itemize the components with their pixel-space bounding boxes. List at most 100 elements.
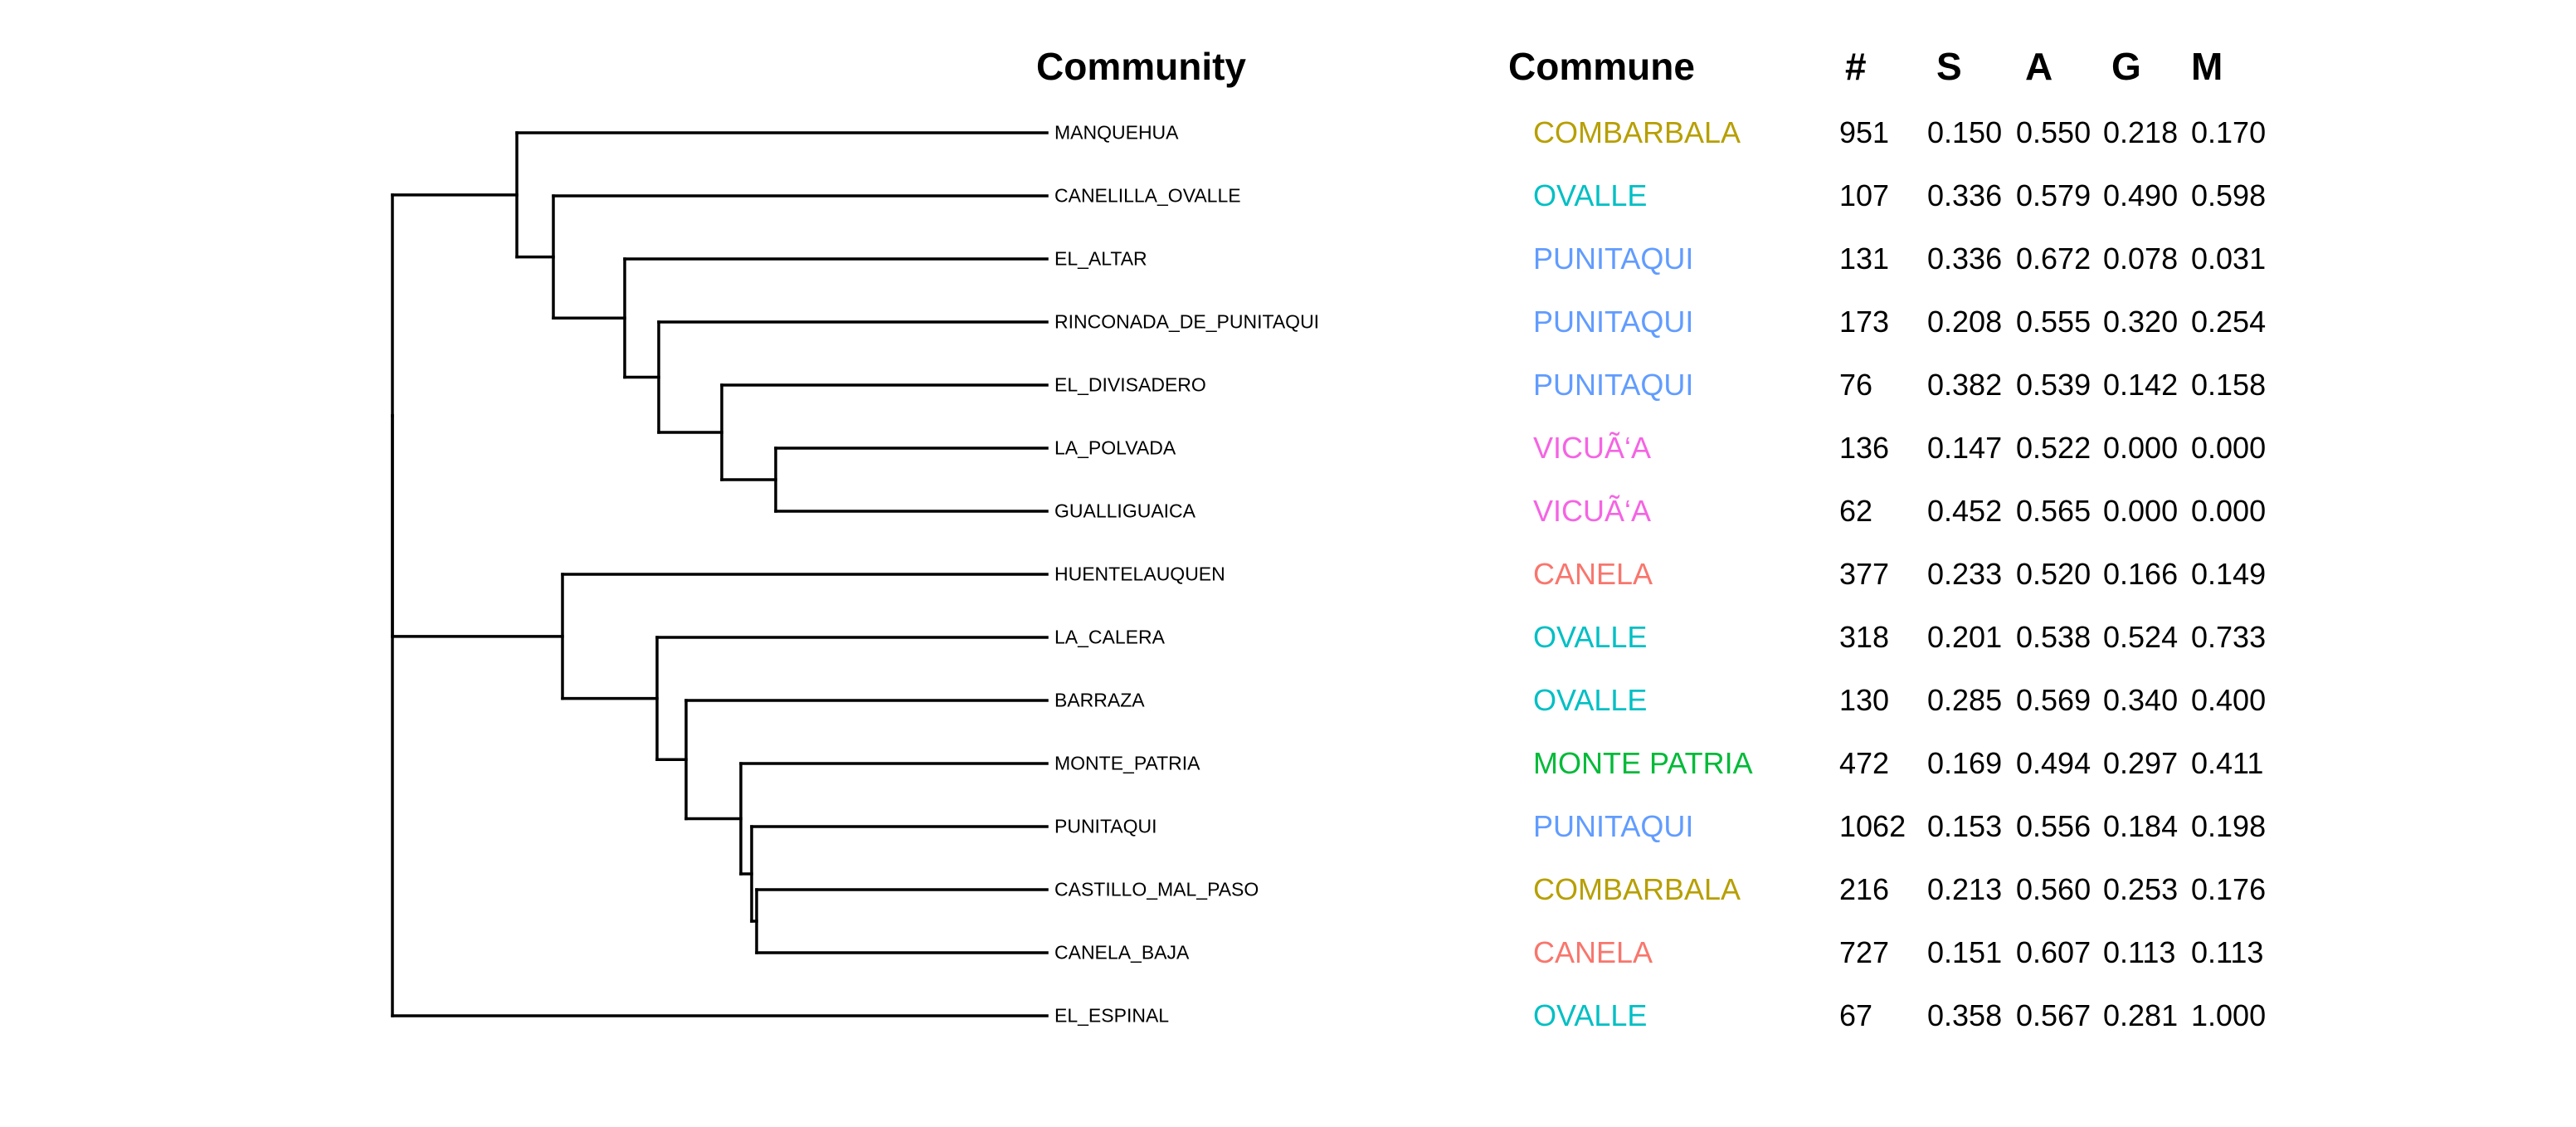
a-value-cell: 0.494 [2016,746,2091,780]
table-row: CANELA_BAJA CANELA 727 0.151 0.607 0.113 0.113 [0,921,2576,984]
count-cell: 62 [1839,494,1873,528]
a-value-cell: 0.538 [2016,620,2091,654]
s-value-cell: 0.452 [1927,494,2003,528]
a-value-cell: 0.520 [2016,557,2091,591]
commune-cell: MONTE PATRIA [1533,746,1753,780]
m-value-cell: 0.411 [2191,746,2264,780]
a-value-cell: 0.522 [2016,431,2091,465]
leaf-label: MANQUEHUA [1054,121,1179,144]
s-value-cell: 0.336 [1927,242,2003,276]
leaf-label: GUALLIGUAICA [1054,500,1195,522]
m-value-cell: 0.031 [2191,242,2267,276]
table-row: EL_ALTAR PUNITAQUI 131 0.336 0.672 0.078 0.031 [0,227,2576,290]
count-cell: 76 [1839,368,1873,402]
table-row: LA_POLVADA VICUÃ‘A 136 0.147 0.522 0.000 0.000 [0,417,2576,480]
a-value-cell: 0.555 [2016,305,2091,339]
g-value-cell: 0.281 [2103,998,2179,1032]
a-value-cell: 0.565 [2016,494,2091,528]
count-cell: 131 [1839,242,1890,276]
table-row: EL_DIVISADERO PUNITAQUI 76 0.382 0.539 0.142 0… [0,354,2576,417]
s-value-cell: 0.169 [1927,746,2003,780]
header-count: # [1845,45,1867,88]
table-row: GUALLIGUAICA VICUÃ‘A 62 0.452 0.565 0.000 0.00… [0,480,2576,543]
table-row: EL_ESPINAL OVALLE 67 0.358 0.567 0.281 1.000 [0,984,2576,1047]
m-value-cell: 0.000 [2191,431,2267,465]
a-value-cell: 0.556 [2016,809,2091,843]
a-value-cell: 0.607 [2016,935,2091,969]
a-value-cell: 0.579 [2016,178,2091,212]
count-cell: 67 [1839,998,1873,1032]
table-row: PUNITAQUI PUNITAQUI 1062 0.153 0.556 0.184 0.1… [0,795,2576,858]
m-value-cell: 0.254 [2191,305,2267,339]
header-s: S [1936,45,1962,88]
m-value-cell: 0.733 [2191,620,2267,654]
commune-cell: PUNITAQUI [1533,242,1694,276]
commune-cell: OVALLE [1533,620,1648,654]
a-value-cell: 0.567 [2016,998,2091,1032]
s-value-cell: 0.233 [1927,557,2003,591]
leaf-label: EL_ESPINAL [1054,1004,1170,1027]
commune-cell: VICUÃ‘A [1533,431,1652,465]
g-value-cell: 0.000 [2103,431,2179,465]
g-value-cell: 0.320 [2103,305,2179,339]
table-row: HUENTELAUQUEN CANELA 377 0.233 0.520 0.166 0.1… [0,543,2576,606]
leaf-label: RINCONADA_DE_PUNITAQUI [1054,310,1320,333]
s-value-cell: 0.147 [1927,431,2003,465]
m-value-cell: 0.149 [2191,557,2267,591]
s-value-cell: 0.153 [1927,809,2003,843]
commune-cell: PUNITAQUI [1533,305,1694,339]
m-value-cell: 0.170 [2191,115,2267,149]
leaf-label: HUENTELAUQUEN [1054,563,1225,585]
commune-cell: COMBARBALA [1533,872,1741,906]
s-value-cell: 0.208 [1927,305,2003,339]
commune-cell: COMBARBALA [1533,115,1741,149]
commune-cell: PUNITAQUI [1533,368,1694,402]
leaf-label: CANELA_BAJA [1054,941,1190,964]
a-value-cell: 0.560 [2016,872,2091,906]
s-value-cell: 0.151 [1927,935,2003,969]
s-value-cell: 0.285 [1927,683,2003,717]
leaf-label: EL_ALTAR [1054,247,1147,270]
commune-cell: OVALLE [1533,683,1648,717]
g-value-cell: 0.524 [2103,620,2179,654]
header-g: G [2111,45,2141,88]
table-row: MONTE_PATRIA MONTE PATRIA 472 0.169 0.494 0.2… [0,732,2576,795]
s-value-cell: 0.336 [1927,178,2003,212]
header-community: Community [1036,45,1246,88]
g-value-cell: 0.297 [2103,746,2179,780]
s-value-cell: 0.201 [1927,620,2003,654]
leaf-label: LA_CALERA [1054,626,1165,648]
table-row: LA_CALERA OVALLE 318 0.201 0.538 0.524 0.733 [0,606,2576,669]
g-value-cell: 0.184 [2103,809,2179,843]
m-value-cell: 0.198 [2191,809,2267,843]
table-row: RINCONADA_DE_PUNITAQUI PUNITAQUI 173 0.208 0… [0,290,2576,354]
count-cell: 107 [1839,178,1890,212]
g-value-cell: 0.000 [2103,494,2179,528]
count-cell: 472 [1839,746,1890,780]
m-value-cell: 0.000 [2191,494,2267,528]
m-value-cell: 0.176 [2191,872,2267,906]
m-value-cell: 1.000 [2191,998,2267,1032]
leaf-label: BARRAZA [1054,689,1145,711]
s-value-cell: 0.150 [1927,115,2003,149]
count-cell: 136 [1839,431,1890,465]
leaf-label: CASTILLO_MAL_PASO [1054,878,1259,900]
count-cell: 216 [1839,872,1890,906]
count-cell: 377 [1839,557,1890,591]
count-cell: 727 [1839,935,1890,969]
g-value-cell: 0.078 [2103,242,2179,276]
s-value-cell: 0.358 [1927,998,2003,1032]
count-cell: 130 [1839,683,1890,717]
commune-cell: CANELA [1533,935,1653,969]
m-value-cell: 0.158 [2191,368,2267,402]
a-value-cell: 0.569 [2016,683,2091,717]
count-cell: 1062 [1839,809,1906,843]
count-cell: 951 [1839,115,1890,149]
count-cell: 318 [1839,620,1890,654]
table-row: BARRAZA OVALLE 130 0.285 0.569 0.340 0.400 [0,669,2576,732]
header-a: A [2025,45,2053,88]
leaf-label: MONTE_PATRIA [1054,752,1200,774]
g-value-cell: 0.113 [2103,935,2176,969]
m-value-cell: 0.400 [2191,683,2267,717]
